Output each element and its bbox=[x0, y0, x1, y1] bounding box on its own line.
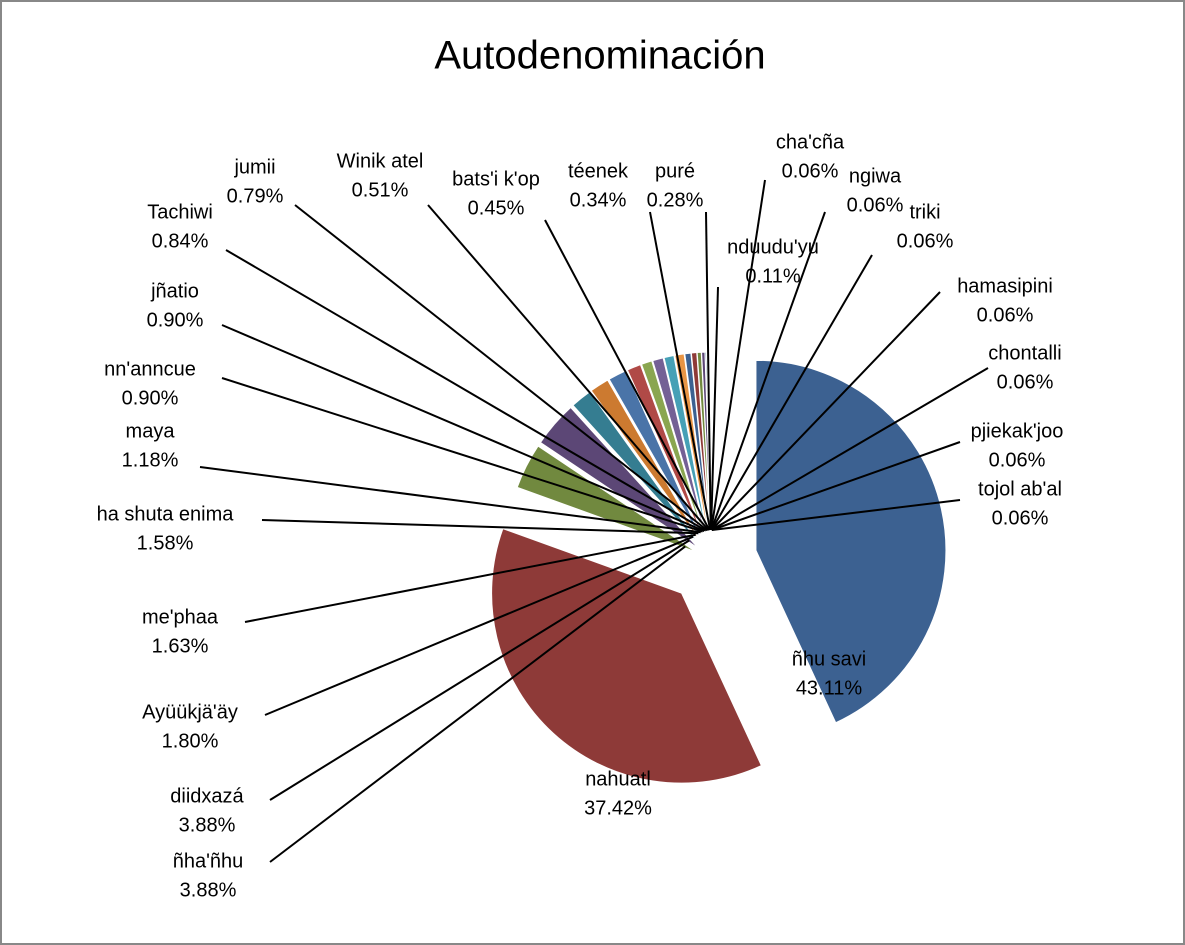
data-label-value: 0.34% bbox=[570, 189, 627, 211]
leader-line bbox=[649, 211, 712, 531]
pie-slice bbox=[539, 406, 699, 549]
data-label-value: 0.90% bbox=[122, 387, 179, 409]
data-label-name: Winik atel bbox=[337, 150, 424, 172]
chart-title: Autodenominación bbox=[434, 34, 765, 78]
data-label-value: 3.88% bbox=[180, 879, 237, 901]
data-label-name: téenek bbox=[568, 160, 629, 182]
leader-line bbox=[710, 291, 941, 531]
pie-slice bbox=[626, 364, 706, 544]
leader-line bbox=[225, 249, 707, 532]
leader-line bbox=[269, 539, 690, 801]
data-label-value: 0.45% bbox=[468, 197, 525, 219]
data-label-name: cha'cña bbox=[776, 131, 845, 153]
data-label-value: 0.06% bbox=[992, 507, 1049, 529]
leader-line bbox=[261, 519, 699, 535]
data-label-value: 0.28% bbox=[647, 189, 704, 211]
data-label-value: 1.80% bbox=[162, 730, 219, 752]
data-label-value: 1.18% bbox=[122, 449, 179, 471]
data-label-name: tojol ab'al bbox=[978, 478, 1062, 500]
data-label-name: puré bbox=[655, 160, 695, 182]
data-label-name: ñha'ñhu bbox=[173, 850, 244, 872]
leader-line bbox=[264, 535, 694, 716]
data-label-value: 0.79% bbox=[227, 185, 284, 207]
pie-slice bbox=[663, 354, 709, 543]
leader-line bbox=[427, 204, 710, 531]
data-label-value: 1.63% bbox=[152, 635, 209, 657]
data-label-value: 0.06% bbox=[782, 160, 839, 182]
leader-line bbox=[294, 204, 708, 532]
data-label-name: ñhu savi bbox=[792, 648, 867, 670]
data-label-name: Tachiwi bbox=[147, 201, 213, 223]
data-label-name: ngiwa bbox=[849, 165, 902, 187]
leader-line bbox=[269, 545, 686, 863]
data-label-name: triki bbox=[909, 201, 940, 223]
leader-line bbox=[221, 377, 703, 533]
pie-slice bbox=[755, 359, 947, 724]
data-label-value: 0.06% bbox=[897, 230, 954, 252]
leader-line bbox=[221, 324, 705, 532]
leader-line bbox=[199, 466, 701, 534]
data-label-name: jñatio bbox=[150, 280, 199, 302]
pie-slice bbox=[710, 351, 713, 543]
data-label-name: nduudu'yu bbox=[727, 236, 819, 258]
pie-slice bbox=[652, 357, 708, 543]
leader-line bbox=[710, 211, 826, 531]
pie-slice bbox=[674, 353, 710, 543]
data-label-name: bats'i k'op bbox=[452, 168, 540, 190]
leader-line bbox=[710, 179, 766, 531]
data-label-value: 0.06% bbox=[989, 449, 1046, 471]
data-label-name: pjiekak'joo bbox=[971, 420, 1064, 442]
data-label-value: 0.06% bbox=[977, 304, 1034, 326]
leader-line bbox=[710, 254, 873, 531]
data-label-value: 0.84% bbox=[152, 230, 209, 252]
data-label-value: 0.90% bbox=[147, 309, 204, 331]
data-label-value: 1.58% bbox=[137, 532, 194, 554]
leader-line bbox=[711, 367, 989, 531]
data-label-name: Ayüükjä'äy bbox=[142, 701, 238, 723]
data-label-name: me'phaa bbox=[142, 606, 219, 628]
data-label-value: 37.42% bbox=[584, 797, 652, 819]
leader-line bbox=[705, 211, 712, 531]
data-label-value: 3.88% bbox=[179, 814, 236, 836]
data-label-value: 0.51% bbox=[352, 179, 409, 201]
data-label-name: nn'anncue bbox=[104, 358, 196, 380]
leader-line bbox=[711, 441, 961, 531]
data-label-value: 0.06% bbox=[997, 371, 1054, 393]
pie-slice bbox=[640, 360, 707, 544]
leader-line bbox=[244, 533, 696, 623]
data-label-name: maya bbox=[126, 420, 176, 442]
data-label-name: chontalli bbox=[988, 342, 1061, 364]
data-label-value: 0.11% bbox=[745, 265, 800, 287]
data-label-value: 43.11% bbox=[796, 677, 863, 699]
data-label-name: ha shuta enima bbox=[97, 503, 235, 525]
data-label-value: 0.06% bbox=[847, 194, 904, 216]
leader-line bbox=[710, 286, 719, 531]
data-label-name: nahuatl bbox=[585, 768, 651, 790]
data-label-name: jumii bbox=[233, 156, 275, 178]
data-label-name: diidxazá bbox=[170, 785, 244, 807]
data-label-name: hamasipini bbox=[957, 275, 1053, 297]
leader-line bbox=[711, 499, 961, 531]
leader-line bbox=[544, 219, 711, 531]
